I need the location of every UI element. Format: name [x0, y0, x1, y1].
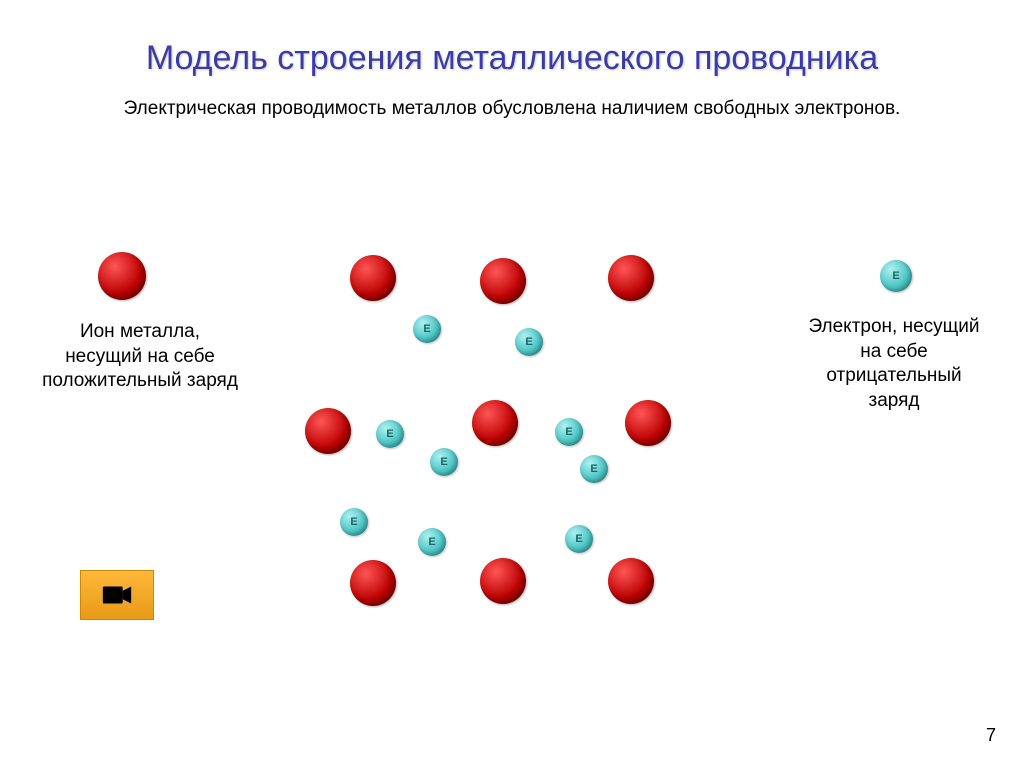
metal-ion: [480, 258, 526, 304]
metal-ion: [608, 255, 654, 301]
metal-conductor-diagram: EEEEEEEEEE: [0, 0, 1024, 768]
free-electron: E: [580, 455, 608, 483]
camera-button[interactable]: [80, 570, 154, 620]
free-electron: E: [430, 448, 458, 476]
metal-ion: [305, 408, 351, 454]
free-electron: E: [555, 418, 583, 446]
metal-ion: [350, 255, 396, 301]
free-electron: E: [515, 328, 543, 356]
free-electron: E: [413, 315, 441, 343]
free-electron: E: [418, 528, 446, 556]
camera-icon: [100, 583, 134, 607]
free-electron: E: [565, 525, 593, 553]
metal-ion: [608, 558, 654, 604]
metal-ion: [472, 400, 518, 446]
page-number: 7: [986, 725, 996, 746]
free-electron: E: [340, 508, 368, 536]
metal-ion: [625, 400, 671, 446]
metal-ion: [98, 252, 146, 300]
free-electron: E: [880, 260, 912, 292]
metal-ion: [480, 558, 526, 604]
free-electron: E: [376, 420, 404, 448]
metal-ion: [350, 560, 396, 606]
